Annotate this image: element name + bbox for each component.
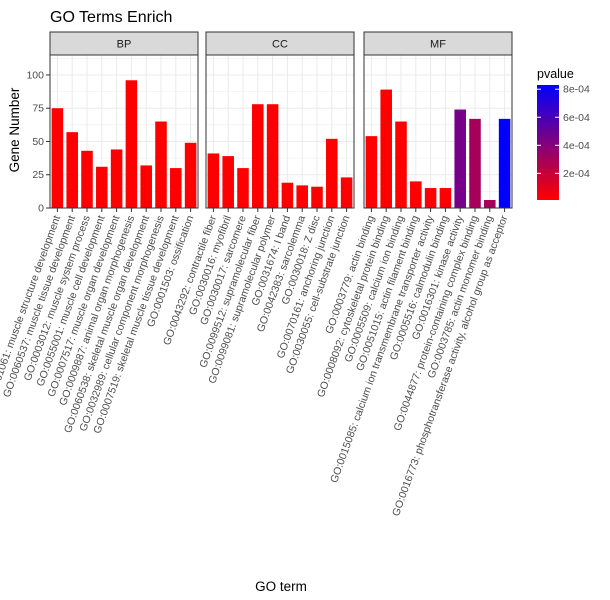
bar bbox=[125, 80, 138, 208]
bar bbox=[484, 200, 496, 208]
bar bbox=[207, 153, 220, 208]
facet-strip-label: CC bbox=[272, 39, 288, 51]
bar bbox=[237, 168, 249, 208]
legend-tick-label: 2e-04 bbox=[563, 168, 590, 180]
facet-strip bbox=[49, 31, 199, 56]
y-tick-label: 100 bbox=[26, 69, 44, 81]
bar bbox=[184, 142, 197, 208]
bar bbox=[365, 136, 378, 208]
y-tick-label: 50 bbox=[32, 136, 44, 148]
bar bbox=[81, 150, 93, 208]
bar bbox=[266, 104, 279, 208]
legend: pvalue 2e-04 4e-04 6e-04 8e-04 bbox=[537, 67, 590, 200]
bar bbox=[424, 188, 437, 208]
bar bbox=[155, 121, 167, 208]
bar bbox=[51, 108, 64, 208]
facet-strip-label: BP bbox=[117, 39, 132, 51]
legend-tick-label: 6e-04 bbox=[563, 112, 590, 124]
legend-tick-label: 4e-04 bbox=[563, 140, 590, 152]
bar bbox=[439, 188, 452, 208]
bar bbox=[222, 156, 234, 208]
bar bbox=[252, 104, 264, 208]
legend-tick-label: 8e-04 bbox=[563, 84, 590, 96]
bar bbox=[498, 118, 511, 208]
x-axis-title: GO term bbox=[255, 579, 307, 594]
bar bbox=[340, 177, 353, 208]
facet-strip bbox=[205, 31, 355, 56]
legend-colorbar bbox=[537, 85, 559, 200]
bar bbox=[296, 185, 308, 208]
chart-title: GO Terms Enrich bbox=[50, 9, 172, 26]
bar bbox=[281, 182, 294, 208]
facet-strip bbox=[363, 31, 513, 56]
facet-strip-label: MF bbox=[430, 39, 446, 51]
bar bbox=[410, 181, 422, 208]
legend-title: pvalue bbox=[537, 67, 574, 81]
y-axis-title: Gene Number bbox=[7, 87, 22, 172]
bar bbox=[326, 138, 338, 208]
bar bbox=[96, 166, 108, 208]
bar bbox=[311, 186, 323, 208]
bar bbox=[170, 168, 182, 208]
y-tick-label: 0 bbox=[38, 203, 44, 215]
bar bbox=[66, 132, 78, 208]
bar bbox=[140, 165, 152, 208]
bar bbox=[110, 149, 123, 208]
bar bbox=[380, 89, 392, 208]
bar bbox=[395, 121, 407, 208]
y-tick-label: 25 bbox=[32, 169, 44, 181]
y-tick-label: 75 bbox=[32, 103, 44, 115]
bar bbox=[469, 118, 481, 208]
bar bbox=[454, 109, 466, 208]
